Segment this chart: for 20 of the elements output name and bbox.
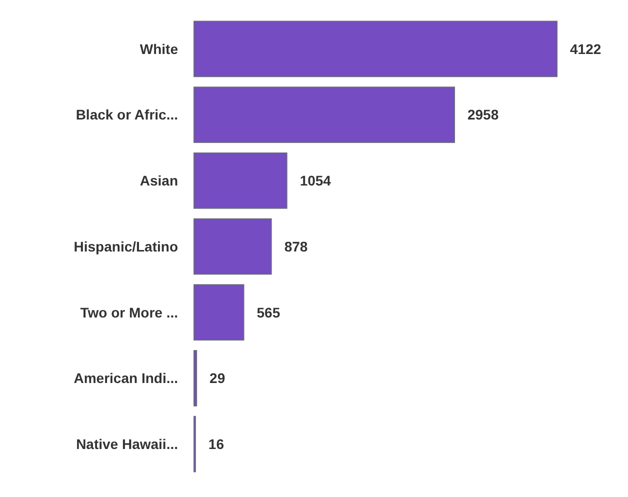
data-label: 878 — [284, 238, 308, 254]
bar — [194, 350, 198, 406]
bar — [194, 284, 244, 341]
data-label: 16 — [208, 436, 224, 452]
y-tick-label: Two or More ... — [80, 304, 178, 320]
data-label: 1054 — [300, 172, 332, 189]
bar — [194, 86, 455, 143]
y-tick-label: Black or Afric... — [76, 106, 178, 123]
y-tick-label: Asian — [140, 172, 178, 189]
bar — [194, 152, 288, 209]
y-tick-label: White — [140, 40, 178, 57]
data-label: 29 — [210, 370, 226, 386]
y-tick-label: Native Hawaii... — [76, 436, 178, 452]
bar — [194, 218, 272, 275]
y-tick-label: Hispanic/Latino — [74, 238, 178, 254]
data-label: 565 — [256, 304, 280, 320]
data-label: 4122 — [570, 40, 602, 57]
y-tick-label: American Indi... — [74, 370, 178, 386]
data-label: 2958 — [467, 106, 499, 123]
bar — [194, 20, 558, 78]
